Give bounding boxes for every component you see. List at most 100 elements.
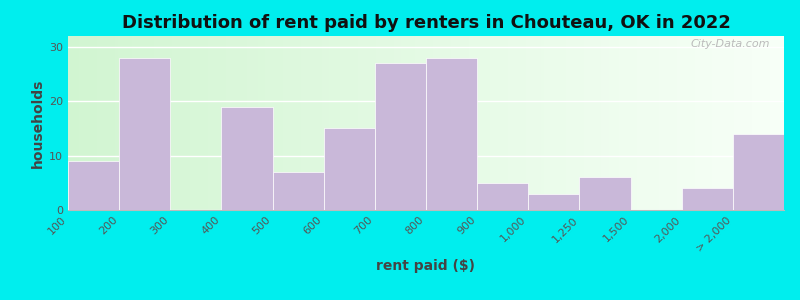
- Bar: [651, 36, 655, 210]
- Bar: [766, 36, 770, 210]
- Bar: [590, 36, 594, 210]
- Bar: [315, 36, 318, 210]
- Bar: [97, 36, 100, 210]
- Bar: [745, 36, 748, 210]
- Bar: [294, 36, 297, 210]
- Bar: [422, 36, 426, 210]
- Bar: [726, 36, 730, 210]
- Bar: [562, 36, 566, 210]
- Bar: [297, 36, 301, 210]
- Bar: [473, 36, 476, 210]
- Bar: [308, 36, 311, 210]
- Bar: [451, 36, 454, 210]
- Bar: [301, 36, 304, 210]
- Bar: [86, 36, 90, 210]
- Bar: [498, 36, 501, 210]
- Bar: [369, 36, 372, 210]
- Bar: [290, 36, 294, 210]
- Bar: [182, 36, 186, 210]
- Bar: [555, 36, 558, 210]
- Bar: [528, 194, 579, 210]
- Bar: [358, 36, 362, 210]
- Bar: [709, 36, 713, 210]
- Bar: [670, 36, 673, 210]
- Bar: [408, 36, 412, 210]
- Bar: [426, 58, 477, 210]
- Bar: [655, 36, 658, 210]
- Bar: [719, 36, 723, 210]
- Bar: [282, 36, 286, 210]
- Bar: [454, 36, 458, 210]
- Bar: [104, 36, 107, 210]
- Bar: [236, 36, 240, 210]
- Bar: [78, 36, 82, 210]
- Bar: [666, 36, 670, 210]
- Bar: [641, 36, 644, 210]
- Bar: [226, 36, 229, 210]
- Bar: [691, 36, 694, 210]
- Bar: [240, 36, 243, 210]
- Bar: [372, 36, 376, 210]
- Bar: [398, 36, 401, 210]
- Bar: [158, 36, 161, 210]
- Bar: [383, 36, 386, 210]
- Bar: [168, 36, 172, 210]
- Bar: [390, 36, 394, 210]
- Bar: [362, 36, 365, 210]
- Bar: [344, 36, 347, 210]
- Bar: [748, 36, 752, 210]
- Bar: [469, 36, 473, 210]
- Bar: [602, 36, 605, 210]
- Bar: [759, 36, 762, 210]
- Bar: [208, 36, 211, 210]
- Bar: [612, 36, 616, 210]
- Bar: [494, 36, 498, 210]
- Bar: [376, 36, 379, 210]
- Bar: [447, 36, 451, 210]
- Bar: [143, 36, 146, 210]
- Bar: [375, 63, 426, 210]
- Bar: [605, 36, 609, 210]
- Bar: [541, 36, 544, 210]
- Bar: [129, 36, 133, 210]
- Bar: [179, 36, 182, 210]
- Bar: [93, 36, 97, 210]
- Bar: [136, 36, 139, 210]
- Bar: [583, 36, 587, 210]
- Bar: [680, 36, 684, 210]
- Bar: [318, 36, 322, 210]
- Bar: [204, 36, 208, 210]
- Bar: [483, 36, 487, 210]
- Bar: [777, 36, 781, 210]
- Bar: [519, 36, 522, 210]
- Bar: [419, 36, 422, 210]
- Bar: [118, 36, 122, 210]
- Bar: [222, 36, 226, 210]
- Bar: [172, 36, 175, 210]
- Bar: [530, 36, 534, 210]
- Bar: [71, 36, 75, 210]
- Bar: [326, 36, 330, 210]
- Bar: [781, 36, 784, 210]
- Bar: [379, 36, 383, 210]
- Bar: [752, 36, 755, 210]
- Bar: [347, 36, 351, 210]
- Bar: [762, 36, 766, 210]
- Bar: [286, 36, 290, 210]
- Bar: [273, 172, 324, 210]
- Bar: [579, 177, 630, 210]
- Bar: [175, 36, 179, 210]
- Bar: [433, 36, 437, 210]
- Bar: [337, 36, 340, 210]
- Bar: [623, 36, 626, 210]
- Bar: [662, 36, 666, 210]
- Bar: [522, 36, 526, 210]
- Bar: [444, 36, 447, 210]
- Bar: [82, 36, 86, 210]
- Bar: [133, 36, 136, 210]
- Bar: [354, 36, 358, 210]
- Bar: [566, 36, 569, 210]
- Bar: [197, 36, 201, 210]
- Bar: [658, 36, 662, 210]
- Bar: [702, 36, 706, 210]
